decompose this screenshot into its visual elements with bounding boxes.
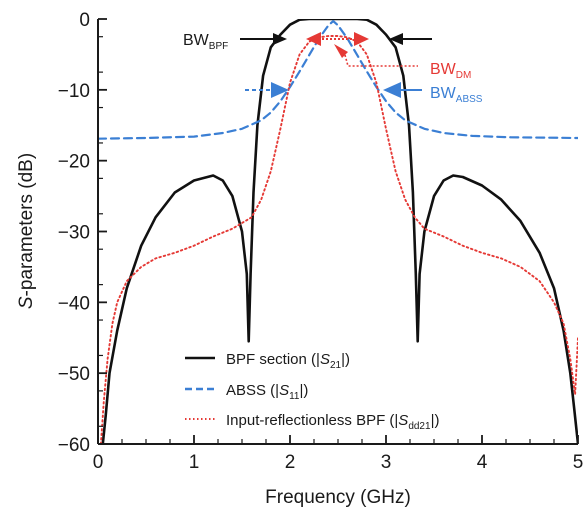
y-axis-title: S-parameters (dB) bbox=[16, 153, 37, 309]
bw-abss-right-arrowhead bbox=[383, 82, 401, 98]
bw-bpf-label-main: BW bbox=[183, 32, 210, 49]
legend-label-reflectionless-pre: Input-reflectionless BPF (| bbox=[226, 412, 398, 429]
x-tick-label: 2 bbox=[285, 452, 296, 473]
legend-label-bpf-pre: BPF section (| bbox=[226, 351, 320, 368]
x-tick-label: 1 bbox=[189, 452, 200, 473]
bw-bpf-label: BWBPF bbox=[183, 32, 228, 52]
y-tick-label: −10 bbox=[58, 81, 90, 102]
x-tick-label: 0 bbox=[93, 452, 104, 473]
legend-label-bpf-sub: 21 bbox=[330, 360, 342, 371]
series-line-0 bbox=[101, 19, 578, 444]
data-curves bbox=[98, 19, 578, 444]
bw-bpf-left-arrowhead bbox=[273, 33, 287, 45]
bw-abss-label-main: BW bbox=[430, 85, 457, 102]
y-tick-label: 0 bbox=[79, 10, 90, 31]
bw-dm-label-sub: DM bbox=[456, 70, 472, 81]
y-axis-title-italic: S bbox=[16, 296, 37, 309]
series-line-1 bbox=[98, 20, 578, 140]
bandwidth-annotations: BWBPF BWDM BWABSS bbox=[183, 32, 483, 105]
legend-label-abss: ABSS (|S11|) bbox=[226, 382, 308, 402]
legend-label-reflectionless: Input-reflectionless BPF (|Sdd21|) bbox=[226, 412, 439, 432]
bw-dm-label-main: BW bbox=[430, 61, 457, 78]
x-tick-label: 5 bbox=[573, 452, 584, 473]
y-tick-label: −20 bbox=[58, 152, 90, 173]
bw-abss-label-sub: ABSS bbox=[456, 94, 483, 105]
x-tick-label: 4 bbox=[477, 452, 488, 473]
bw-dm-pointer bbox=[334, 44, 348, 58]
y-axis-title-rest: -parameters (dB) bbox=[16, 153, 37, 297]
legend-label-reflectionless-sub: dd21 bbox=[408, 421, 431, 432]
legend-label-bpf-italic: S bbox=[320, 351, 330, 368]
x-tick-label: 3 bbox=[381, 452, 392, 473]
y-tick-label: −50 bbox=[58, 364, 90, 385]
legend-label-abss-sub: 11 bbox=[289, 391, 300, 402]
bw-dm-label: BWDM bbox=[430, 61, 471, 81]
bw-bpf-right-arrowhead bbox=[389, 33, 403, 45]
bw-dm-leader bbox=[344, 54, 418, 67]
legend: BPF section (|S21|) ABSS (|S11|) Input-r… bbox=[185, 351, 439, 432]
legend-label-abss-post: |) bbox=[300, 382, 309, 399]
legend-label-reflectionless-post: |) bbox=[431, 412, 440, 429]
bw-dm-left-arrowhead bbox=[306, 32, 321, 46]
bw-bpf-label-sub: BPF bbox=[209, 41, 228, 52]
legend-label-reflectionless-italic: S bbox=[398, 412, 408, 429]
series-line-2 bbox=[99, 35, 578, 444]
legend-label-abss-italic: S bbox=[279, 382, 289, 399]
bw-dm-right-arrowhead bbox=[354, 32, 369, 46]
y-tick-label: −30 bbox=[58, 223, 90, 244]
legend-label-abss-pre: ABSS (| bbox=[226, 382, 279, 399]
legend-label-bpf: BPF section (|S21|) bbox=[226, 351, 350, 371]
axes: 0 1 2 3 4 5 0 −10 −20 −30 −40 −50 −60 bbox=[58, 10, 584, 473]
y-tick-label: −60 bbox=[58, 435, 90, 456]
y-tick-label: −40 bbox=[58, 293, 90, 314]
bw-abss-left-arrowhead bbox=[271, 82, 289, 98]
bw-abss-label: BWABSS bbox=[430, 85, 483, 105]
x-axis-title: Frequency (GHz) bbox=[265, 487, 411, 508]
legend-label-bpf-post: |) bbox=[341, 351, 350, 368]
